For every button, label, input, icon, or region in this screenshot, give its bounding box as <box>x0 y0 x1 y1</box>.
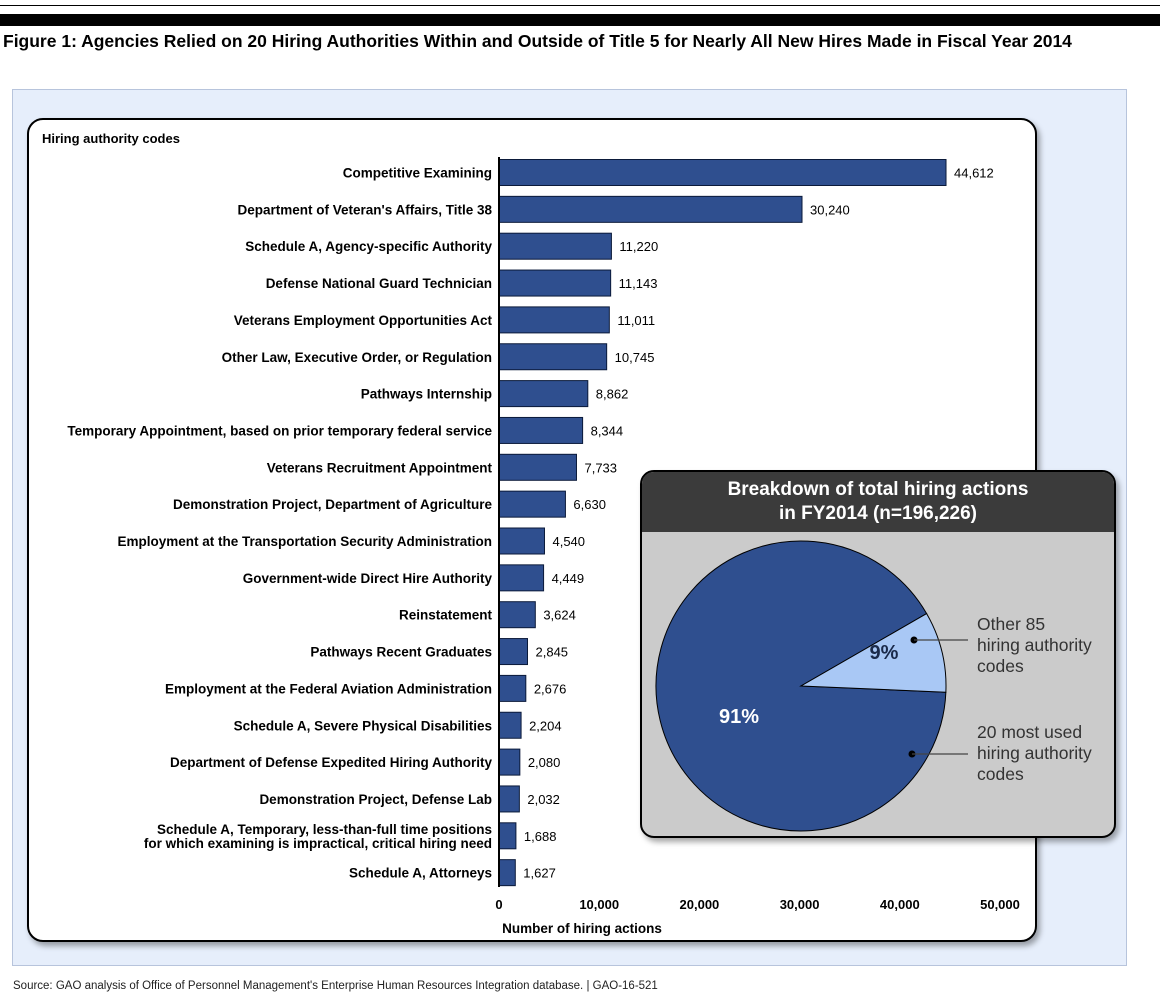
pie-legend-label: Other 85 hiring authority codes <box>977 614 1092 676</box>
bar <box>498 785 520 813</box>
category-label: Temporary Appointment, based on prior te… <box>67 423 492 438</box>
bar <box>498 453 577 481</box>
bar <box>498 380 589 408</box>
bar <box>498 195 803 223</box>
pie-inset-box: Breakdown of total hiring actions in FY2… <box>640 470 1116 838</box>
category-label: Government-wide Direct Hire Authority <box>243 571 493 586</box>
bar <box>498 159 947 186</box>
bar <box>498 638 529 666</box>
slice-percent-label: 9% <box>870 642 899 664</box>
bar <box>498 490 566 518</box>
value-label: 11,011 <box>617 313 655 328</box>
figure-title: Figure 1: Agencies Relied on 20 Hiring A… <box>3 31 1072 51</box>
category-label: Pathways Internship <box>361 387 492 402</box>
bar <box>498 601 536 629</box>
value-label: 2,032 <box>527 792 560 807</box>
pie-legend-line: 20 most used <box>977 722 1082 742</box>
value-label: 11,143 <box>619 276 658 291</box>
category-label: Other Law, Executive Order, or Regulatio… <box>222 350 492 365</box>
pie-title-line-1: Breakdown of total hiring actions <box>727 479 1029 500</box>
bar <box>498 527 545 555</box>
top-rule-thick <box>0 14 1160 26</box>
category-label-line: Schedule A, Temporary, less-than-full ti… <box>157 822 492 837</box>
pie-legend-label: 20 most used hiring authority codes <box>977 722 1092 784</box>
value-label: 2,845 <box>536 645 569 660</box>
bar <box>498 748 521 776</box>
value-label: 8,344 <box>591 423 624 438</box>
category-label: Defense National Guard Technician <box>266 276 492 291</box>
value-label: 7,733 <box>584 460 617 475</box>
category-label: Schedule A, Agency-specific Authority <box>245 239 492 254</box>
value-label: 1,627 <box>523 866 556 881</box>
pie-legend-line: codes <box>977 656 1024 676</box>
category-label: Schedule A, Severe Physical Disabilities <box>234 718 492 733</box>
pie-chart-title: Breakdown of total hiring actions in FY2… <box>642 472 1114 532</box>
category-label: Department of Veteran's Affairs, Title 3… <box>237 202 492 217</box>
value-label: 2,676 <box>534 681 567 696</box>
value-label: 6,630 <box>573 497 606 512</box>
category-label: Reinstatement <box>399 608 493 623</box>
value-label: 4,540 <box>552 534 585 549</box>
x-tick-label: 30,000 <box>780 897 820 912</box>
value-label: 10,745 <box>615 350 655 365</box>
category-label: Schedule A, Attorneys <box>349 866 492 881</box>
bar <box>498 564 545 592</box>
x-tick-label: 10,000 <box>579 897 619 912</box>
category-label: Demonstration Project, Department of Agr… <box>173 497 493 512</box>
value-label: 8,862 <box>596 387 629 402</box>
bar <box>498 269 612 297</box>
x-tick-label: 0 <box>495 897 502 912</box>
chart-header-label: Hiring authority codes <box>42 131 180 146</box>
pie-slice <box>799 612 947 693</box>
bar <box>498 711 522 739</box>
pie-legend-line: codes <box>977 764 1024 784</box>
category-label: Pathways Recent Graduates <box>310 645 492 660</box>
category-label-line: for which examining is impractical, crit… <box>144 836 492 851</box>
x-axis-title: Number of hiring actions <box>502 921 662 936</box>
x-tick-label: 50,000 <box>980 897 1020 912</box>
pie-legend-line: hiring authority <box>977 743 1092 763</box>
pie-legend-line: hiring authority <box>977 635 1092 655</box>
bar <box>498 822 517 850</box>
category-label: Department of Defense Expedited Hiring A… <box>170 755 493 770</box>
slice-percent-label: 91% <box>719 706 759 728</box>
value-label: 1,688 <box>524 829 557 844</box>
value-label: 44,612 <box>954 166 994 181</box>
bar <box>498 306 610 334</box>
bar <box>498 674 527 702</box>
value-label: 2,080 <box>528 755 561 770</box>
value-label: 2,204 <box>529 718 562 733</box>
category-label: Competitive Examining <box>343 166 492 181</box>
category-label: Veterans Employment Opportunities Act <box>234 313 493 328</box>
bar <box>498 859 516 887</box>
category-label: Employment at the Federal Aviation Admin… <box>165 681 492 696</box>
value-label: 30,240 <box>810 202 850 217</box>
bar <box>498 343 608 371</box>
category-label: Employment at the Transportation Securit… <box>117 534 492 549</box>
bar <box>498 416 584 444</box>
pie-title-line-2: in FY2014 (n=196,226) <box>778 503 978 524</box>
value-label: 11,220 <box>619 239 658 254</box>
x-tick-label: 20,000 <box>680 897 720 912</box>
value-label: 3,624 <box>543 608 576 623</box>
pie-legend-line: Other 85 <box>977 614 1045 634</box>
category-label: Veterans Recruitment Appointment <box>267 460 493 475</box>
category-label: Demonstration Project, Defense Lab <box>259 792 492 807</box>
category-label: Schedule A, Temporary, less-than-full ti… <box>144 822 492 851</box>
bar <box>498 232 612 260</box>
top-rule-thin <box>0 5 1160 6</box>
source-note: Source: GAO analysis of Office of Person… <box>13 980 658 992</box>
x-tick-label: 40,000 <box>880 897 920 912</box>
value-label: 4,449 <box>552 571 585 586</box>
